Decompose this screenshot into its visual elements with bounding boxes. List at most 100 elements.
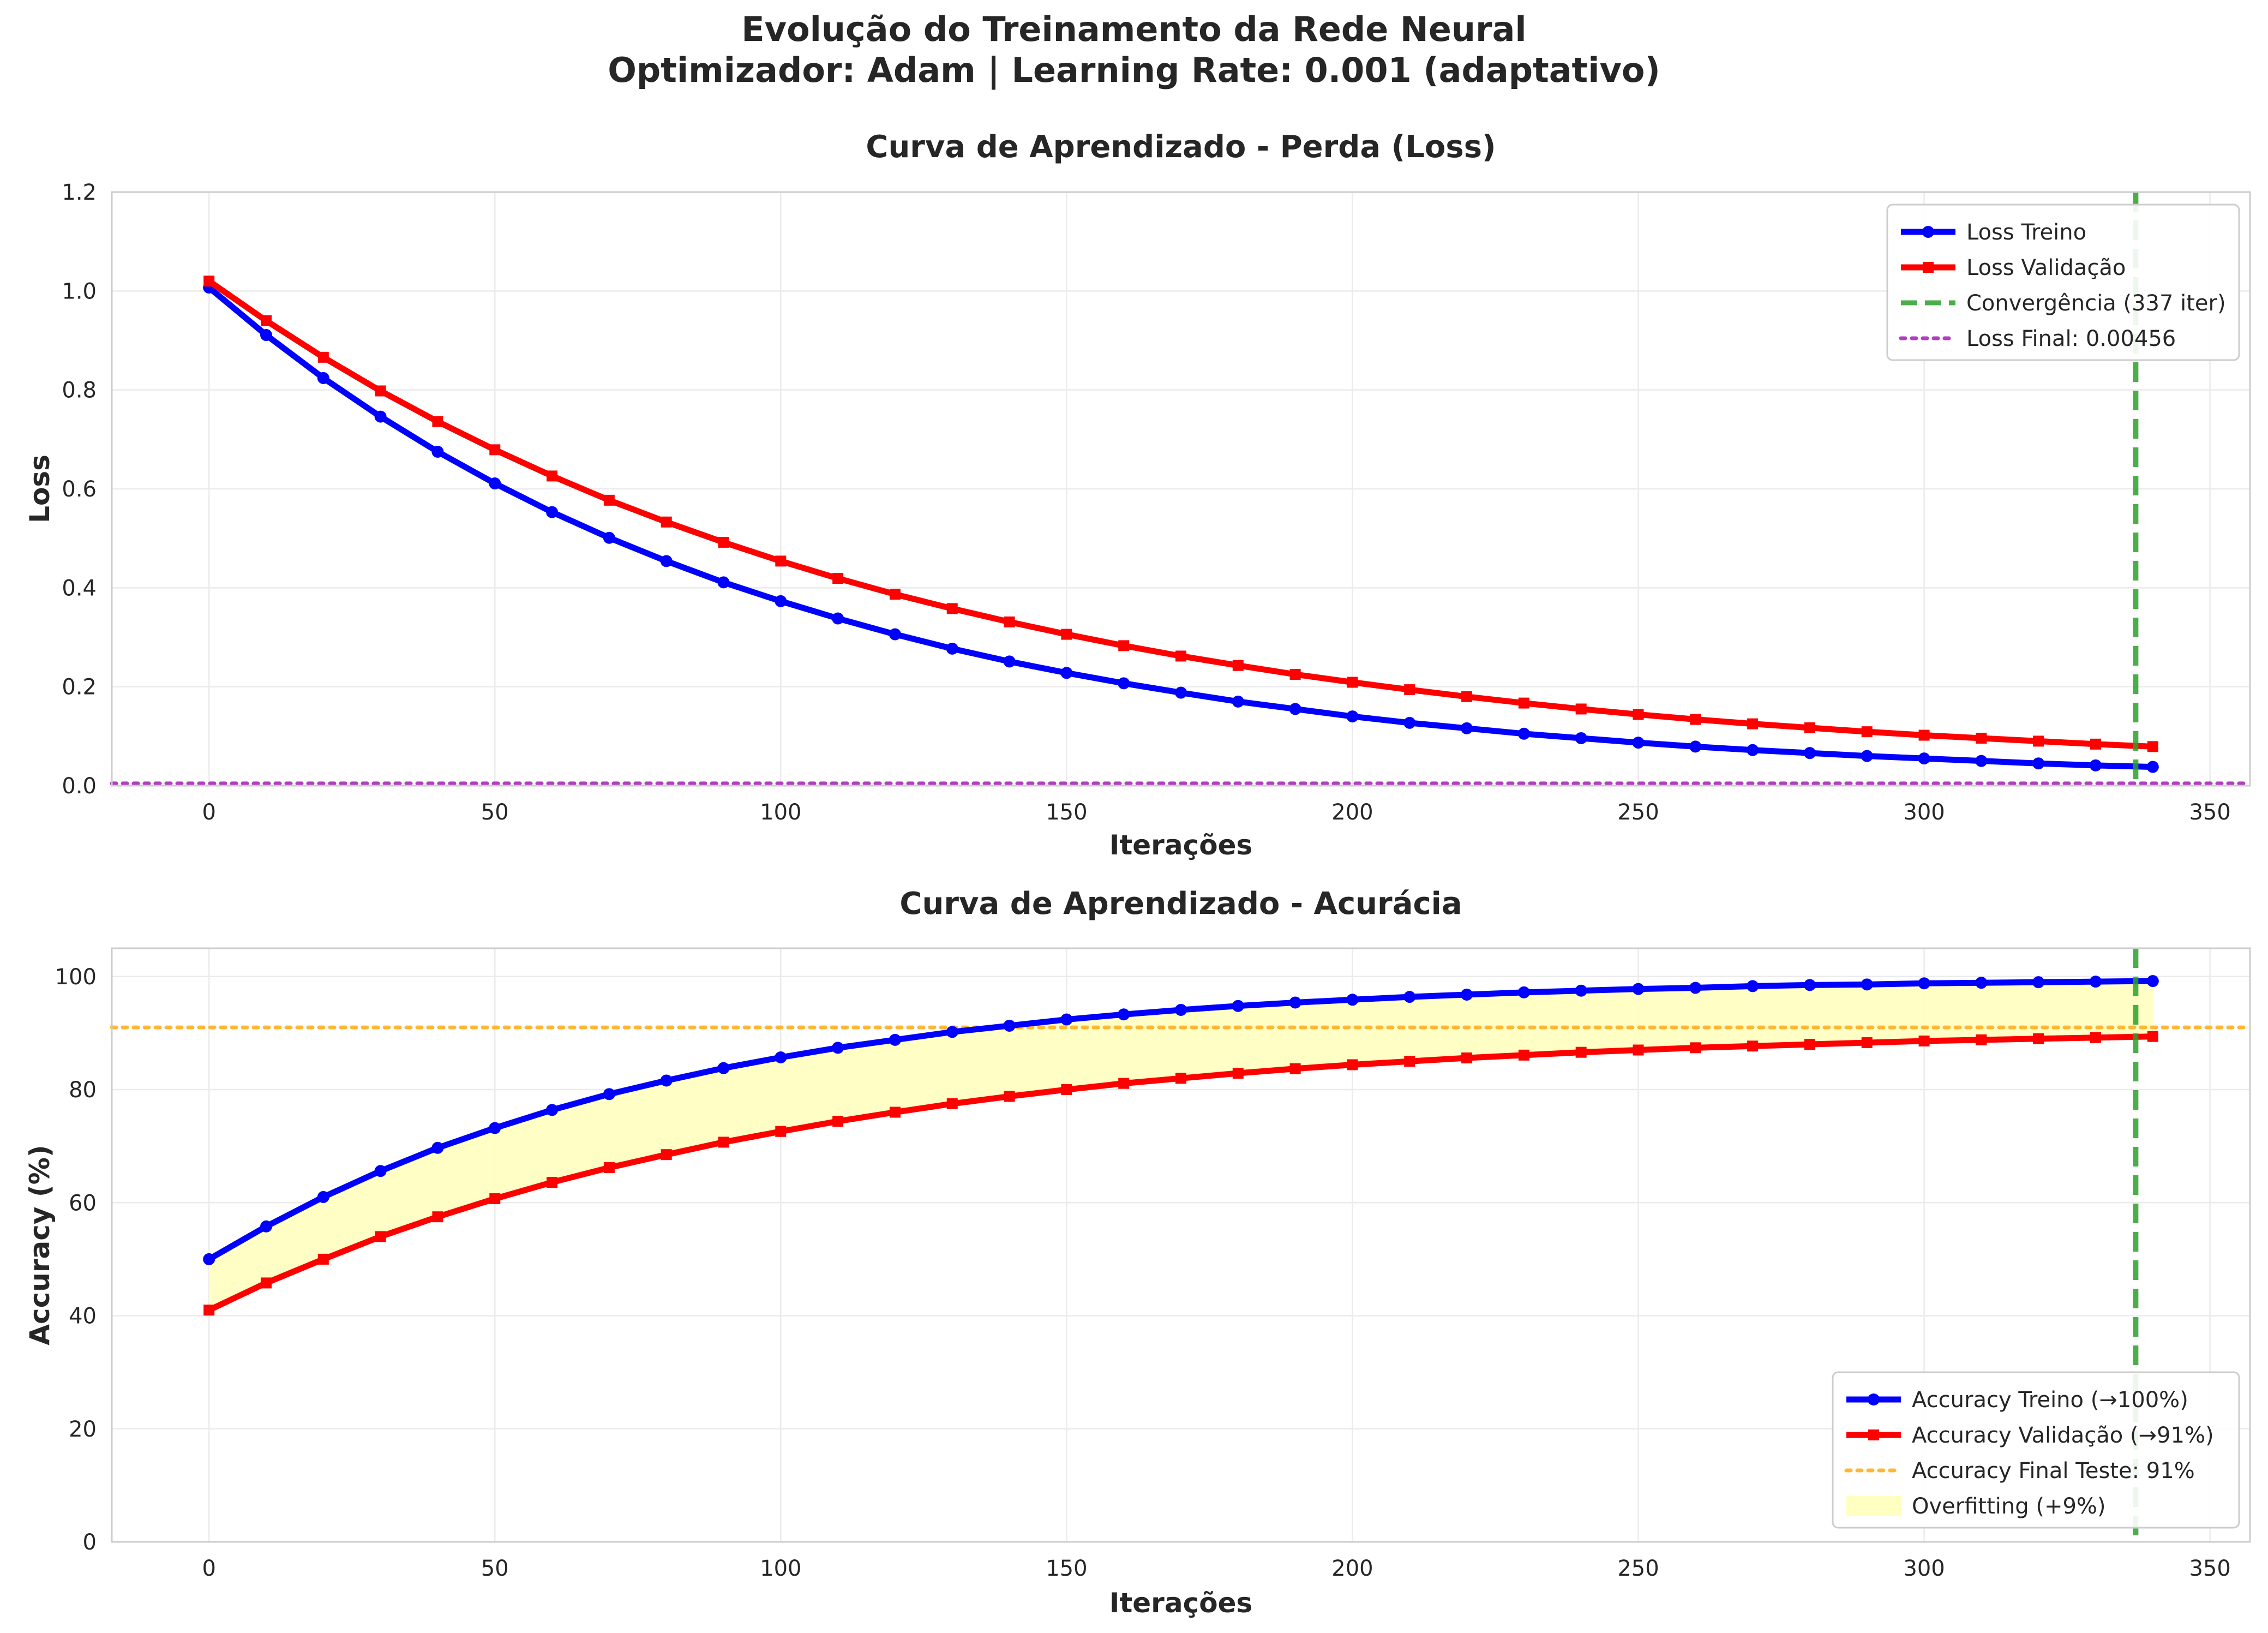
data-point	[1975, 977, 1988, 989]
data-point	[1175, 650, 1186, 662]
figure-title-line1: Evolução do Treinamento da Rede Neural	[741, 9, 1526, 49]
data-point	[603, 531, 615, 544]
data-point	[946, 642, 958, 655]
data-point	[1633, 709, 1644, 720]
data-point	[1346, 994, 1359, 1006]
data-point	[1232, 695, 1244, 708]
y-tick-label: 1.2	[62, 180, 97, 205]
data-point	[718, 536, 729, 548]
data-point	[946, 603, 958, 614]
data-point	[489, 1122, 501, 1134]
data-point	[1347, 677, 1358, 688]
data-point	[1118, 1008, 1130, 1021]
data-point	[832, 612, 844, 625]
data-point	[1804, 722, 1815, 733]
data-point	[317, 351, 329, 363]
data-point	[1861, 726, 1873, 738]
data-point	[317, 1253, 329, 1265]
data-point	[1004, 616, 1015, 627]
data-point	[1633, 1044, 1644, 1056]
data-point	[1517, 986, 1530, 998]
y-axis-label: Accuracy (%)	[24, 1145, 56, 1345]
data-point	[546, 1104, 559, 1116]
data-point	[1976, 1034, 1987, 1045]
x-tick-label: 50	[481, 800, 509, 825]
data-point	[889, 1033, 901, 1046]
data-point	[203, 1305, 215, 1316]
data-point	[1175, 686, 1187, 699]
data-point	[717, 1062, 730, 1074]
x-tick-label: 0	[202, 1556, 215, 1581]
data-point	[374, 410, 387, 423]
data-point	[1403, 716, 1416, 729]
data-point	[1918, 752, 1930, 765]
data-point	[203, 276, 215, 287]
y-tick-label: 60	[69, 1191, 97, 1216]
series-markers-train	[203, 975, 2159, 1265]
accuracy-chart: 0 50 100 150 200 250 300 350 0 20 40 60 80 100 Curva d…	[24, 886, 2252, 1619]
data-point	[1461, 1052, 1473, 1064]
data-point	[718, 1136, 729, 1148]
data-point	[489, 444, 501, 456]
loss-chart: 0 50 100 150 200 250 300 350 0.0 0.2 0.4 0.6 0.8 1.0 1…	[24, 129, 2252, 861]
data-point	[1918, 977, 1930, 990]
data-point	[432, 416, 443, 427]
legend-label: Loss Treino	[1966, 220, 2086, 245]
data-point	[431, 446, 444, 458]
legend-label: Loss Final: 0.00456	[1966, 326, 2176, 351]
data-point	[1575, 703, 1587, 715]
data-point	[2033, 735, 2044, 747]
legend: Loss Treino Loss Validação Convergência (3…	[1886, 204, 2240, 361]
data-point	[2146, 761, 2159, 773]
data-point	[1060, 667, 1073, 679]
legend-label: Loss Validação	[1966, 255, 2126, 280]
data-point	[547, 470, 558, 482]
data-point	[260, 1220, 272, 1233]
data-point	[2032, 757, 2045, 770]
legend-box	[1886, 204, 2240, 361]
data-point	[1003, 655, 1016, 668]
data-point	[1061, 1084, 1072, 1096]
data-point	[2147, 1031, 2158, 1042]
legend-marker	[1923, 262, 1934, 273]
data-point	[260, 315, 272, 326]
series-markers-validation	[203, 1031, 2158, 1316]
plot-frame	[111, 947, 2251, 1543]
data-point	[1804, 1039, 1815, 1050]
data-point	[1061, 629, 1072, 640]
data-point	[260, 329, 272, 342]
data-point	[1689, 982, 1702, 994]
chart-title: Curva de Aprendizado - Perda (Loss)	[866, 129, 1496, 165]
data-point	[775, 595, 787, 607]
data-point	[1461, 722, 1473, 734]
data-point	[431, 1141, 444, 1154]
data-point	[832, 1116, 844, 1127]
data-point	[1803, 747, 1816, 759]
legend-marker	[1868, 1393, 1880, 1405]
data-point	[547, 1176, 558, 1188]
data-point	[1517, 727, 1530, 740]
legend-label: Accuracy Final Teste: 91%	[1912, 1458, 2195, 1484]
x-tick-label: 150	[1046, 800, 1087, 825]
data-point	[317, 1191, 329, 1203]
data-point	[603, 1088, 615, 1100]
data-point	[1861, 978, 1873, 991]
data-point	[2090, 759, 2102, 771]
data-point	[1575, 732, 1587, 744]
data-point	[1747, 718, 1759, 729]
data-point	[1632, 737, 1645, 749]
data-point	[1289, 703, 1301, 715]
data-point	[1404, 1056, 1415, 1067]
data-point	[1403, 991, 1416, 1003]
data-point	[717, 576, 730, 589]
legend-box	[1832, 1371, 2240, 1529]
data-point	[775, 555, 787, 567]
plot-frame	[111, 191, 2251, 787]
y-tick-label: 0.4	[62, 576, 97, 601]
data-point	[2032, 976, 2045, 989]
data-point	[832, 573, 844, 584]
series-markers-train	[203, 281, 2159, 773]
data-point	[1747, 980, 1759, 992]
y-tick-label: 0.6	[62, 477, 97, 502]
data-point	[1118, 640, 1130, 651]
